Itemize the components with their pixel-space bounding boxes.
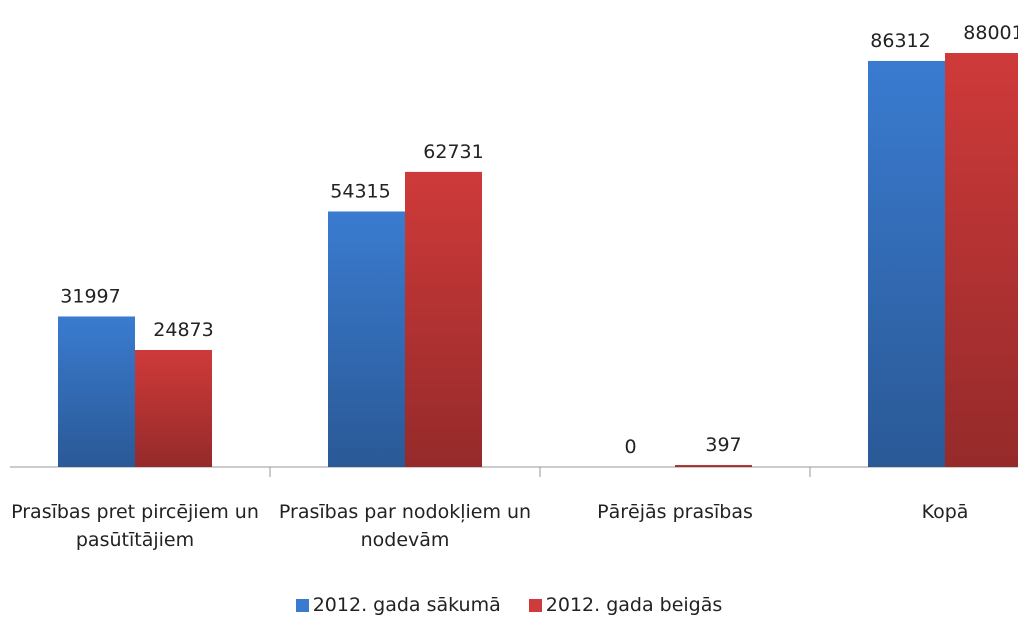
data-label: 62731 bbox=[423, 141, 483, 163]
legend-item: 2012. gada beigās bbox=[528, 594, 723, 616]
data-label: 86312 bbox=[870, 30, 930, 52]
legend-label: 2012. gada sākumā bbox=[312, 594, 501, 616]
bar bbox=[675, 465, 752, 467]
legend: 2012. gada sākumā 2012. gada beigās bbox=[0, 594, 1018, 616]
x-tick-label: Prasības pret pircējiem un pasūtītājiem bbox=[11, 501, 259, 551]
bar bbox=[945, 53, 1018, 467]
bar bbox=[868, 60, 945, 467]
data-label: 31997 bbox=[60, 285, 120, 307]
legend-swatch bbox=[295, 599, 309, 612]
bar bbox=[328, 211, 405, 467]
x-tick-label: Prasības par nodokļiem un nodevām bbox=[278, 501, 532, 551]
legend-item: 2012. gada sākumā bbox=[295, 594, 501, 616]
legend-label: 2012. gada beigās bbox=[545, 594, 723, 616]
data-label: 397 bbox=[705, 434, 741, 456]
data-label: 24873 bbox=[153, 319, 213, 341]
bar bbox=[58, 316, 135, 467]
bar bbox=[405, 171, 482, 467]
x-tick-label: Kopā bbox=[921, 501, 969, 523]
data-label: 88001 bbox=[963, 22, 1018, 44]
x-tick-label: Pārējās prasības bbox=[597, 501, 753, 523]
bar bbox=[135, 349, 212, 467]
legend-swatch bbox=[528, 599, 542, 612]
data-label: 54315 bbox=[330, 180, 390, 202]
data-label: 0 bbox=[624, 436, 636, 458]
